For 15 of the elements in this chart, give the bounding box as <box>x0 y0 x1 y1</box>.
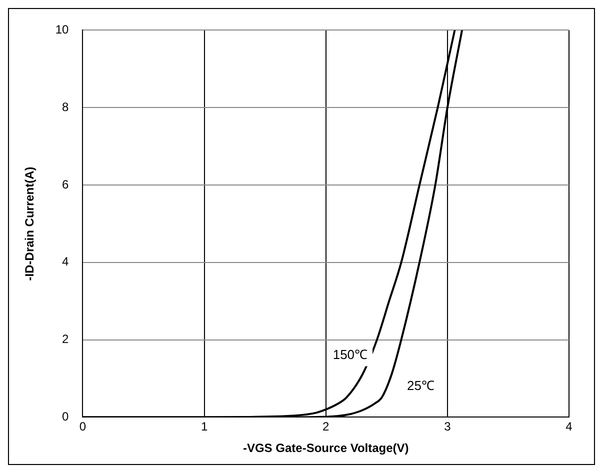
y-tick-label: 2 <box>62 332 70 346</box>
x-tick-label: 4 <box>566 420 573 434</box>
x-tick-label: 3 <box>444 420 452 434</box>
y-tick-label: 4 <box>62 254 70 269</box>
y-axis-title: -ID-Drain Current(A) <box>22 166 37 281</box>
annotation: 150℃ <box>332 346 368 362</box>
x-tick-label: 0 <box>79 420 86 434</box>
y-tick-label: 10 <box>55 22 70 37</box>
y-tick-label: 8 <box>62 100 70 114</box>
y-tick-label: 6 <box>62 177 70 192</box>
annotation: 25℃ <box>406 378 434 393</box>
y-tick-label: 0 <box>62 410 70 424</box>
x-tick-label: 1 <box>200 420 208 434</box>
x-tick-label: 2 <box>322 420 330 434</box>
x-axis-title: -VGS Gate-Source Voltage(V) <box>242 441 409 456</box>
